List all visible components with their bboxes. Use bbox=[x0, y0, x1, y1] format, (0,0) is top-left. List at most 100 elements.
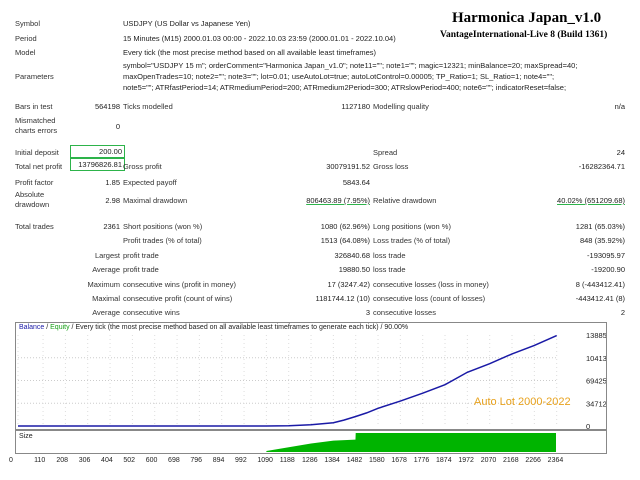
balance-series-line bbox=[18, 334, 557, 427]
symbol-label: Symbol bbox=[15, 19, 41, 28]
period-label: Period bbox=[15, 34, 37, 43]
x-tick-label: 0 bbox=[9, 457, 13, 464]
absolute-drawdown-value: 2.98 bbox=[105, 196, 120, 205]
maximal-drawdown-value: 806463.89 (7.95%) bbox=[306, 196, 370, 205]
x-tick-label: 1090 bbox=[257, 457, 273, 464]
model-label: Model bbox=[15, 48, 36, 57]
average-consecutive-losses-label: consecutive losses bbox=[373, 308, 436, 317]
y-tick-label: 0 bbox=[586, 422, 590, 429]
parameters-line-2: maxOpenTrades=10; note2=""; note3=""; lo… bbox=[123, 72, 555, 81]
x-tick-label: 600 bbox=[145, 457, 158, 464]
total-trades-label: Total trades bbox=[15, 222, 54, 231]
ticks-value: 1127180 bbox=[341, 102, 370, 111]
symbol-value: USDJPY (US Dollar vs Japanese Yen) bbox=[123, 19, 251, 28]
x-tick-label: 1482 bbox=[346, 457, 363, 464]
x-tick-label: 1776 bbox=[413, 457, 430, 464]
parameters-line-1: symbol="USDJPY 15 m"; orderComment="Harm… bbox=[123, 61, 578, 70]
average-consecutive-wins-label: consecutive wins bbox=[123, 308, 180, 317]
size-chart-svg: 0 bbox=[266, 433, 556, 452]
max-consecutive-losses-value: 8 (-443412.41) bbox=[575, 280, 625, 289]
x-tick-label: 698 bbox=[168, 457, 180, 464]
chart-legend: Balance / Equity / Every tick (the most … bbox=[19, 324, 408, 331]
maximal-consecutive-loss-label: consecutive loss (count of losses) bbox=[373, 294, 486, 303]
x-tick-label: 992 bbox=[235, 457, 247, 464]
x-tick-label: 2364 bbox=[547, 457, 564, 464]
x-tick-label: 1972 bbox=[458, 457, 474, 464]
y-tick-label: 13885166 bbox=[586, 331, 606, 340]
average-label: Average bbox=[92, 265, 120, 274]
legend-description: / Every tick (the most precise method ba… bbox=[69, 324, 409, 331]
average-consecutive-losses-value: 2 bbox=[620, 308, 625, 317]
quality-value: n/a bbox=[614, 102, 625, 111]
gross-loss-value: -16282364.71 bbox=[578, 162, 625, 171]
initial-deposit-value: 200.00 bbox=[70, 145, 125, 158]
initial-deposit-label: Initial deposit bbox=[15, 148, 59, 157]
x-tick-label: 1188 bbox=[279, 457, 295, 464]
long-positions-value: 1281 (65.03%) bbox=[575, 222, 625, 231]
y-tick-label: 10413838 bbox=[586, 354, 606, 363]
loss-trades-value: 848 (35.92%) bbox=[579, 236, 625, 245]
x-tick-label: 1874 bbox=[436, 457, 452, 464]
largest-loss-value: -193095.97 bbox=[587, 251, 625, 260]
gross-profit-value: 30079191.52 bbox=[326, 162, 370, 171]
loss-trades-label: Loss trades (% of total) bbox=[373, 236, 451, 245]
spread-value: 24 bbox=[616, 148, 625, 157]
gross-loss-label: Gross loss bbox=[373, 162, 409, 171]
largest-profit-label: profit trade bbox=[123, 251, 159, 260]
profit-factor-value: 1.85 bbox=[105, 178, 120, 187]
period-value: 15 Minutes (M15) 2000.01.03 00:00 - 2022… bbox=[123, 34, 396, 43]
x-tick-label: 1580 bbox=[369, 457, 385, 464]
mismatched-value: 0 bbox=[115, 122, 120, 131]
legend-equity: Equity bbox=[50, 324, 70, 331]
balance-chart: Balance / Equity / Every tick (the most … bbox=[15, 322, 607, 430]
ticks-label: Ticks modelled bbox=[123, 102, 173, 111]
maximal-consecutive-profit-value: 1181744.12 (10) bbox=[315, 294, 371, 303]
x-tick-label: 110 bbox=[34, 457, 46, 464]
gross-profit-label: Gross profit bbox=[123, 162, 162, 171]
model-value: Every tick (the most precise method base… bbox=[123, 48, 377, 57]
max-consecutive-losses-label: consecutive losses (loss in money) bbox=[373, 280, 489, 289]
mismatched-label: Mismatched charts errors bbox=[15, 116, 58, 135]
short-positions-value: 1080 (62.96%) bbox=[320, 222, 370, 231]
average-loss-label: loss trade bbox=[373, 265, 406, 274]
chart-annotation: Auto Lot 2000-2022 bbox=[474, 396, 571, 408]
x-tick-label: 404 bbox=[101, 457, 113, 464]
maximal-drawdown-label: Maximal drawdown bbox=[123, 196, 188, 205]
average-consecutive-wins-value: 3 bbox=[365, 308, 370, 317]
x-tick-label: 1384 bbox=[324, 457, 340, 464]
y-tick-label: 3471292 bbox=[586, 399, 606, 408]
x-tick-label: 1286 bbox=[302, 457, 318, 464]
average-consecutive-label: Average bbox=[92, 308, 120, 317]
maximal-consecutive-loss-value: -443412.41 (8) bbox=[575, 294, 625, 303]
average-profit-value: 19880.50 bbox=[338, 265, 370, 274]
report-title: Harmonica Japan_v1.0 bbox=[452, 10, 602, 26]
bars-value: 564198 bbox=[94, 102, 120, 111]
size-label: Size bbox=[19, 433, 33, 440]
long-positions-label: Long positions (won %) bbox=[373, 222, 451, 231]
net-profit-label: Total net profit bbox=[15, 162, 63, 171]
largest-profit-value: 326840.68 bbox=[334, 251, 370, 260]
maximum-label: Maximum bbox=[87, 280, 120, 289]
expected-payoff-value: 5843.64 bbox=[342, 178, 370, 187]
legend-balance: Balance bbox=[19, 324, 45, 331]
parameters-label: Parameters bbox=[15, 72, 54, 81]
max-consecutive-wins-label: consecutive wins (profit in money) bbox=[123, 280, 236, 289]
quality-label: Modelling quality bbox=[373, 102, 429, 111]
x-tick-label: 2070 bbox=[480, 457, 497, 464]
x-tick-label: 796 bbox=[190, 457, 203, 464]
report-subtitle: VantageInternational-Live 8 (Build 1361) bbox=[440, 30, 608, 40]
largest-label: Largest bbox=[94, 251, 120, 260]
net-profit-value: 13796826.81 bbox=[70, 158, 125, 171]
x-tick-label: 306 bbox=[78, 457, 91, 464]
balance-chart-svg: 13885166 10413838 6942583 3471292 0 Auto Lot … bbox=[17, 331, 606, 429]
short-positions-label: Short positions (won %) bbox=[123, 222, 203, 231]
x-tick-label: 2168 bbox=[503, 457, 519, 464]
bars-label: Bars in test bbox=[15, 102, 53, 111]
maximal-consecutive-profit-label: consecutive profit (count of wins) bbox=[123, 294, 233, 303]
x-tick-label: 894 bbox=[212, 457, 225, 464]
size-area bbox=[266, 433, 556, 452]
average-loss-value: -19200.90 bbox=[591, 265, 625, 274]
total-trades-value: 2361 bbox=[103, 222, 120, 231]
profit-factor-label: Profit factor bbox=[15, 178, 54, 187]
maximal-label: Maximal bbox=[92, 294, 120, 303]
